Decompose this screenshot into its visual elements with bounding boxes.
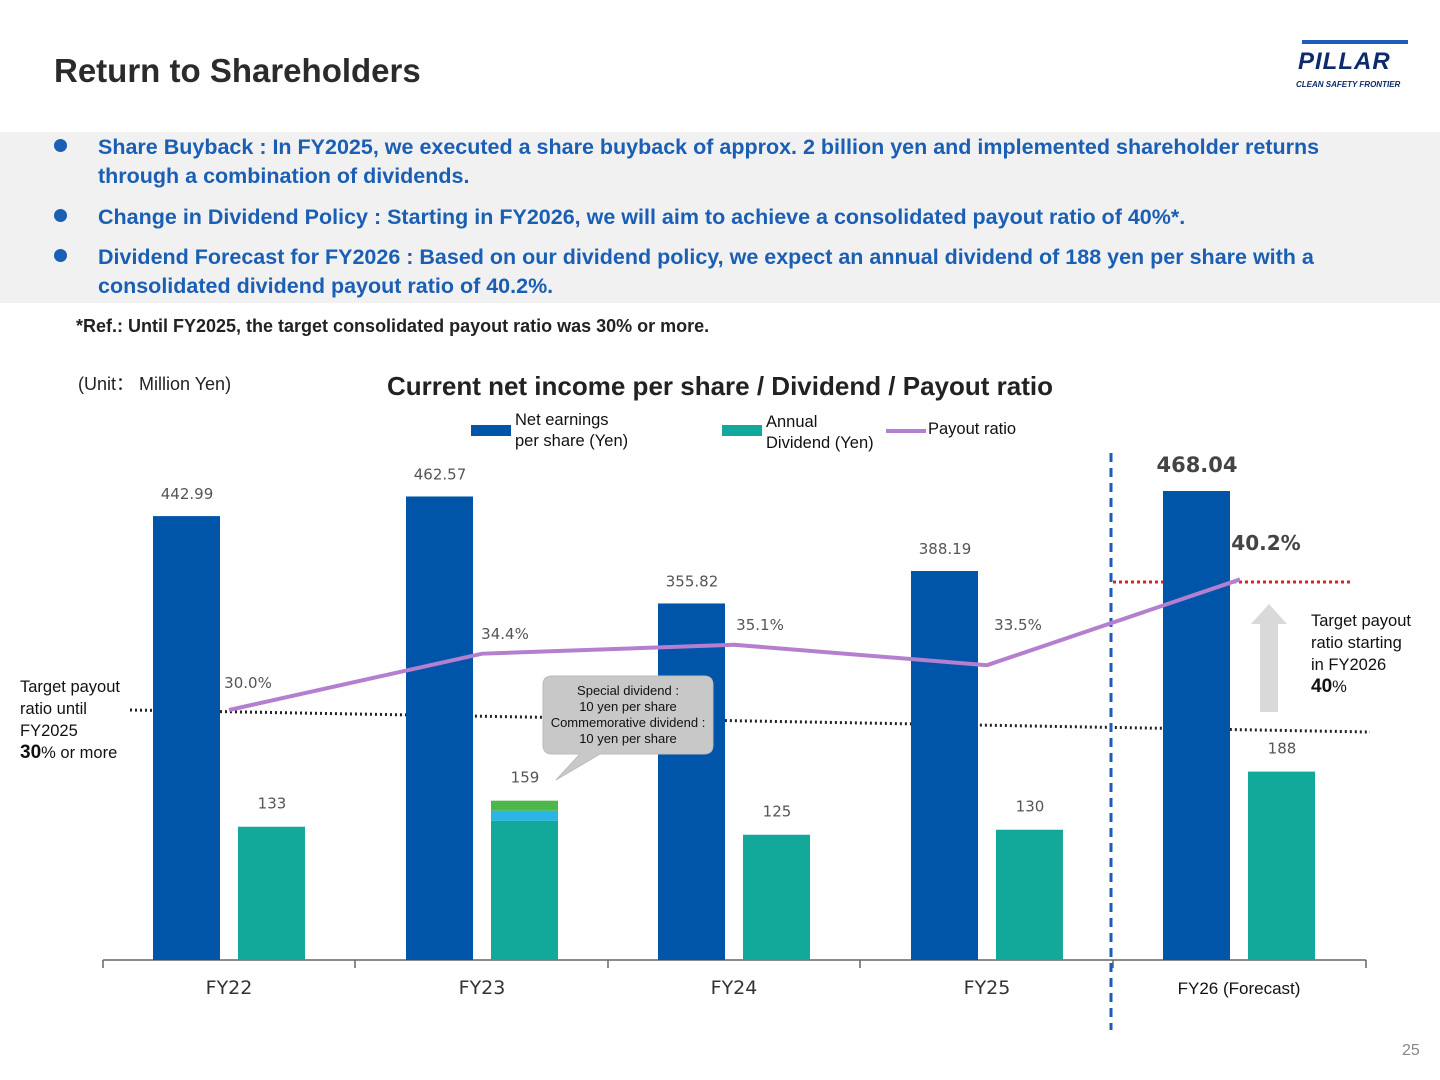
reference-note: *Ref.: Until FY2025, the target consolid… [76, 316, 710, 336]
legend-dividend-swatch [722, 425, 762, 436]
bullet-dot-icon [54, 139, 67, 152]
dividend-bar [238, 826, 305, 960]
callout-line: 10 yen per share [579, 731, 677, 746]
dividend-bar [1248, 771, 1315, 960]
dividend-bar [996, 829, 1063, 960]
eps-label: 442.99 [161, 485, 214, 503]
bullet-text: Dividend Forecast for FY2026 : Based on … [98, 245, 1314, 298]
callout-bubble [542, 675, 714, 781]
bullet-dot-icon [54, 209, 67, 222]
payout-label: 35.1% [736, 616, 784, 634]
side-right-line: in FY2026 [1311, 656, 1387, 674]
legend-eps-line1: Net earnings [515, 411, 609, 429]
commemorative-dividend-segment [491, 810, 558, 821]
side-left-line: FY2025 [20, 722, 78, 740]
bullet-text: Share Buyback : In FY2025, we executed a… [98, 135, 1320, 188]
legend-dividend-line2: Dividend (Yen) [766, 434, 874, 452]
category-label: FY24 [711, 977, 758, 999]
chart-title: Current net income per share / Dividend … [387, 371, 1053, 401]
bullet-panel [0, 132, 1440, 303]
eps-bar [406, 496, 473, 960]
target-arrow-icon [1251, 604, 1287, 712]
callout-line: Commemorative dividend : [551, 715, 706, 730]
logo-bar [1302, 40, 1408, 44]
legend-eps-swatch [471, 425, 511, 436]
target-30-line [129, 708, 1371, 734]
page-title: Return to Shareholders [54, 52, 421, 89]
dividend-label: 125 [763, 803, 792, 821]
side-right-line: Target payout [1311, 612, 1411, 630]
pillar-logo: PILLAR CLEAN SAFETY FRONTIER [1290, 40, 1410, 92]
dividend-label: 159 [511, 769, 540, 787]
category-label: FY22 [206, 977, 253, 999]
category-label: FY26 (Forecast) [1178, 979, 1301, 998]
eps-bar [153, 516, 220, 960]
eps-bar [1163, 491, 1230, 960]
eps-bar [658, 603, 725, 960]
dividend-label: 188 [1268, 740, 1297, 758]
dividend-bar [743, 834, 810, 960]
legend: Net earnings per share (Yen) Annual Divi… [471, 411, 1016, 452]
callout-line: Special dividend : [577, 683, 679, 698]
category-label: FY23 [459, 977, 506, 999]
side-left-line: ratio until [20, 700, 87, 718]
legend-dividend-line1: Annual [766, 413, 817, 431]
payout-label: 34.4% [481, 625, 529, 643]
side-note-left: Target payout ratio until FY2025 30% or … [20, 676, 120, 764]
unit-label: (Unit： Million Yen) [78, 374, 232, 394]
side-left-value: 30 [20, 742, 42, 763]
dividend-label: 130 [1016, 798, 1045, 816]
bullet-dot-icon [54, 249, 67, 262]
side-left-line: Target payout [20, 678, 120, 696]
special-dividend-segment [491, 800, 558, 811]
side-note-right: Target payout ratio starting in FY2026 4… [1311, 610, 1411, 698]
eps-label: 462.57 [414, 465, 467, 483]
side-right-value: 40 [1311, 676, 1333, 697]
logo-tagline: CLEAN SAFETY FRONTIER [1296, 80, 1401, 89]
side-right-suffix: % [1332, 678, 1347, 696]
payout-line [228, 577, 1241, 712]
logo-word: PILLAR [1298, 48, 1391, 75]
eps-bar [911, 571, 978, 960]
side-right-line: ratio starting [1311, 634, 1402, 652]
page-number: 25 [1402, 1042, 1420, 1059]
legend-eps-line2: per share (Yen) [515, 432, 628, 450]
legend-payout-label: Payout ratio [928, 420, 1016, 438]
bullet-text: Change in Dividend Policy : Starting in … [98, 205, 1186, 229]
callout: Special dividend : 10 yen per share Comm… [542, 675, 714, 781]
eps-label: 468.04 [1156, 453, 1237, 477]
side-right-value-line: 40% [1311, 676, 1411, 698]
callout-line: 10 yen per share [579, 699, 677, 714]
eps-label: 355.82 [666, 572, 719, 590]
side-left-value-line: 30% or more [20, 742, 120, 764]
side-left-suffix: % or more [41, 744, 118, 762]
payout-label: 33.5% [994, 616, 1042, 634]
payout-label: 40.2% [1231, 531, 1300, 555]
dividend-bar [491, 820, 558, 960]
payout-label: 30.0% [224, 674, 272, 692]
dividend-label: 133 [258, 795, 287, 813]
category-label: FY25 [964, 977, 1011, 999]
eps-label: 388.19 [919, 540, 972, 558]
